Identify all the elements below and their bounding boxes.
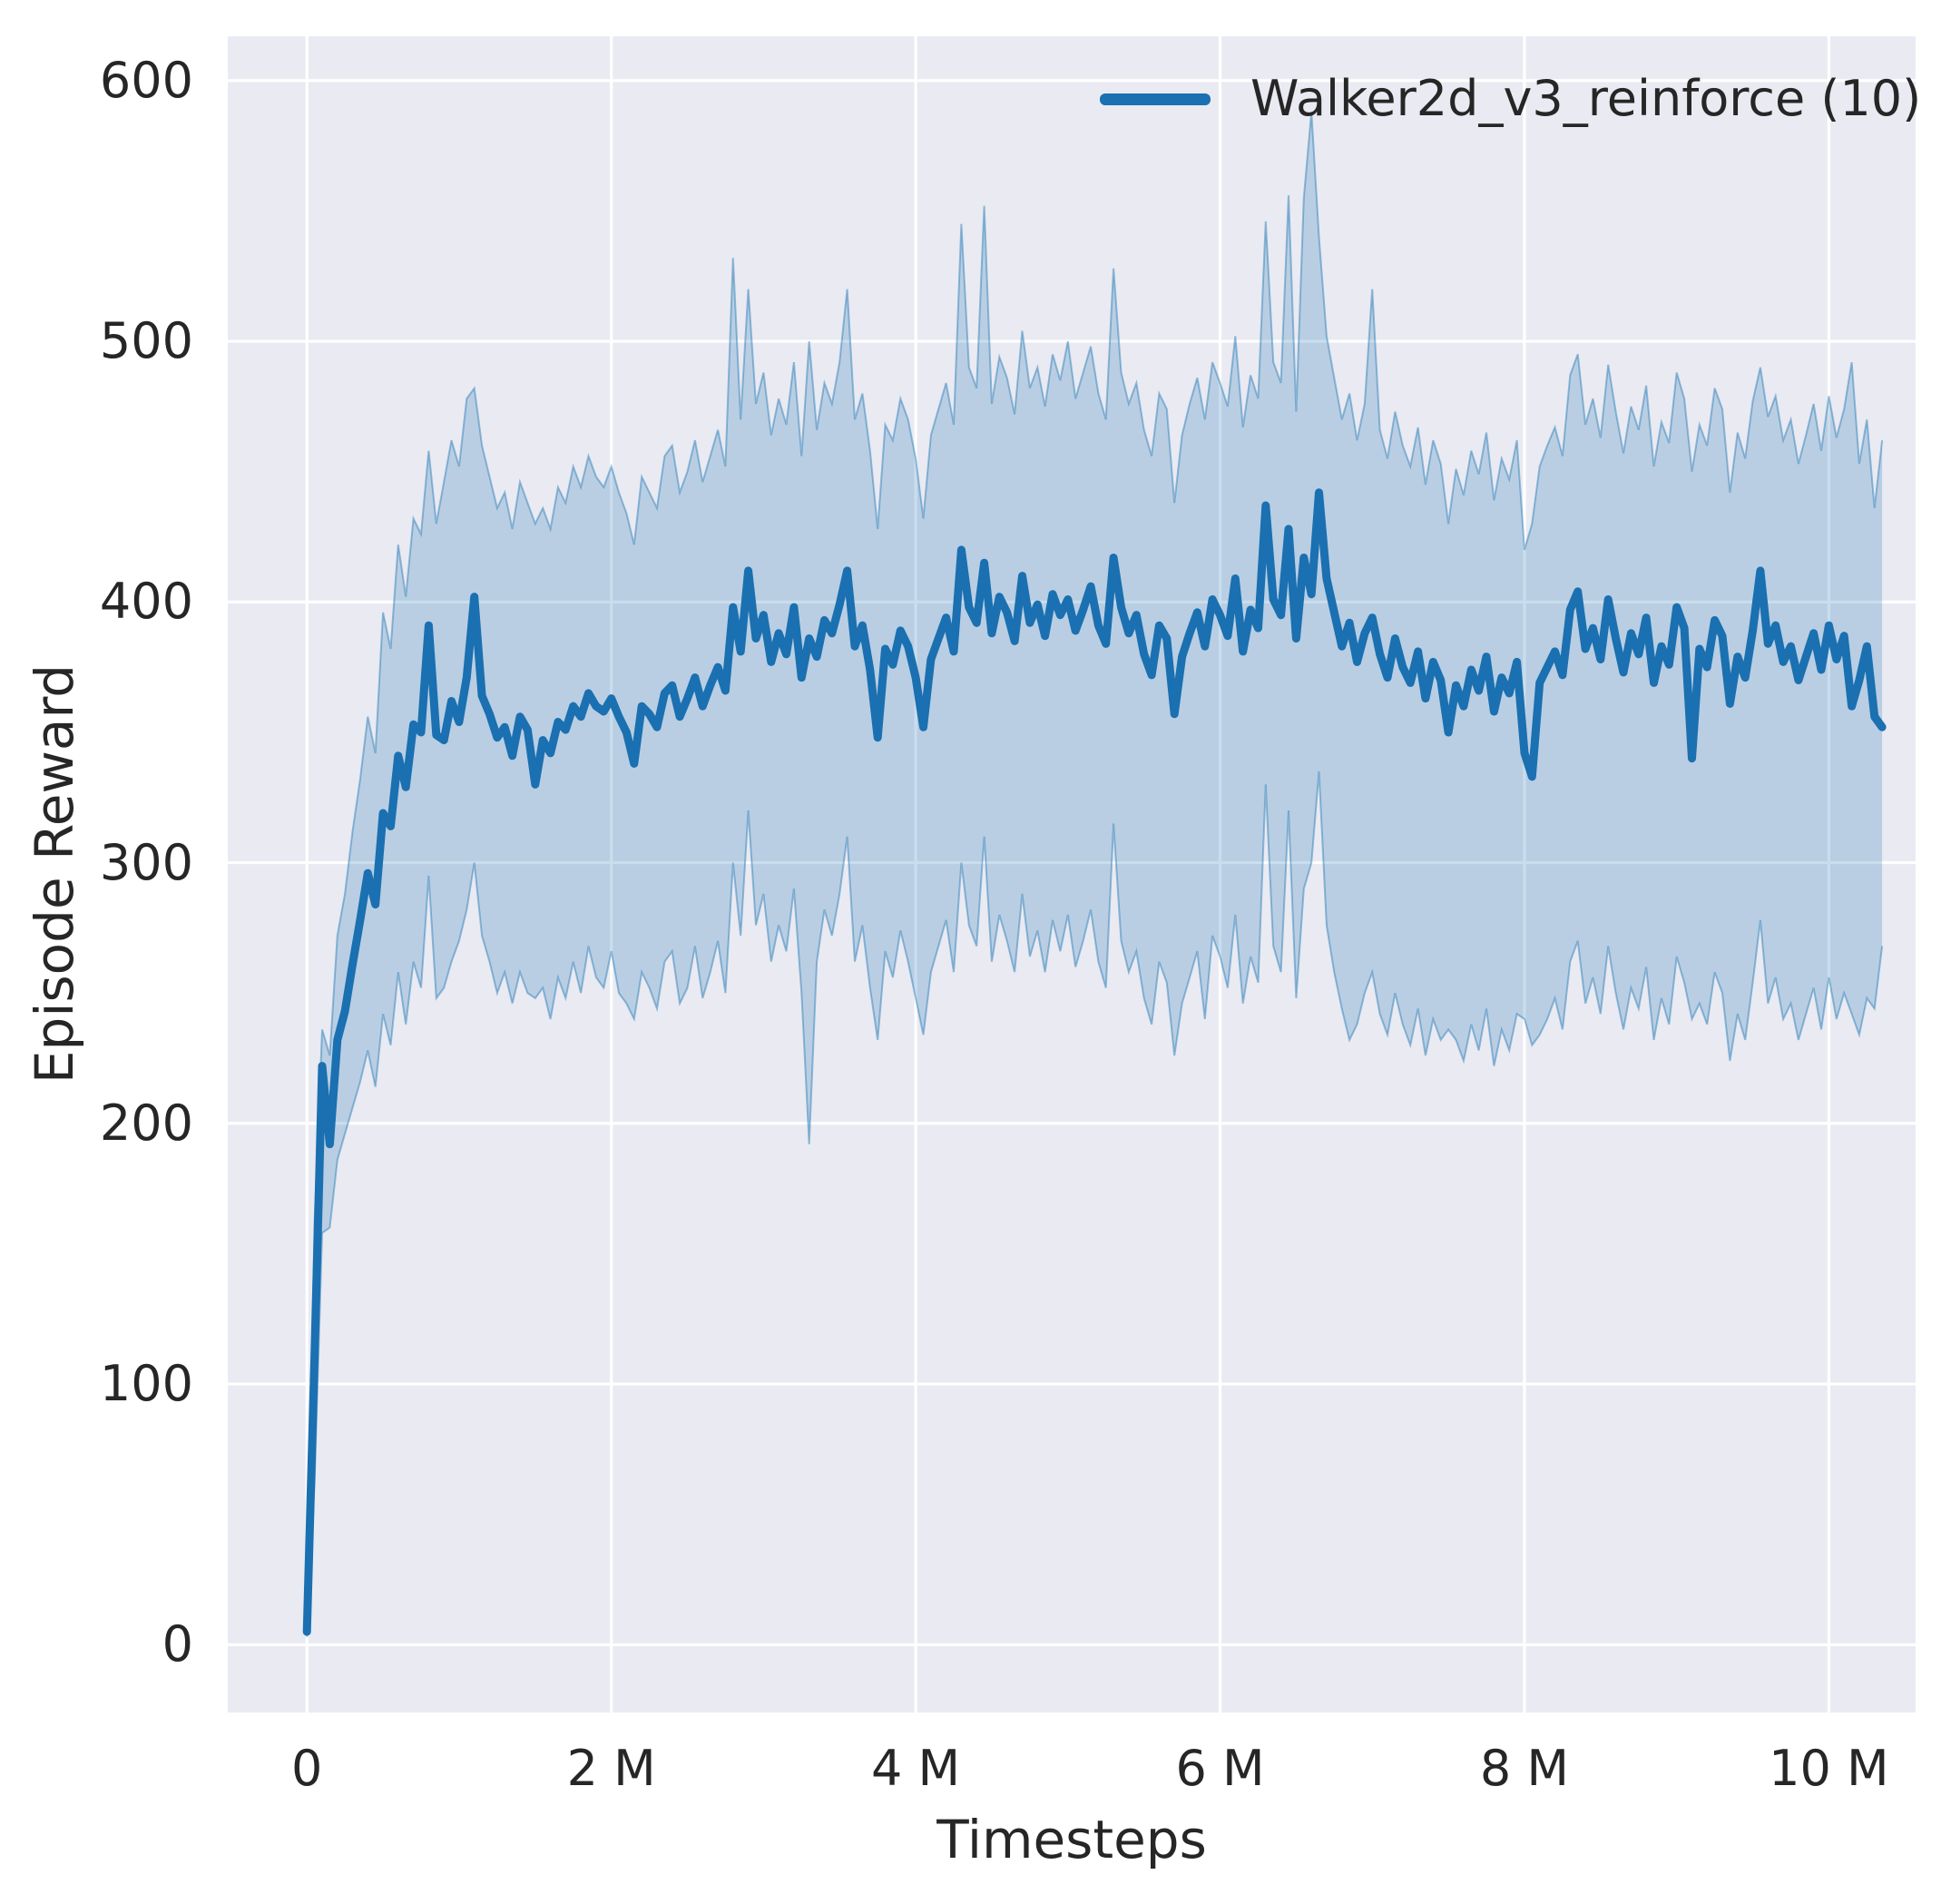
x-tick-label: 8 M	[1479, 1740, 1570, 1797]
band-lower-edge	[306, 770, 1884, 1637]
x-tick-label: 6 M	[1175, 1740, 1265, 1797]
y-axis-label: Episode Reward	[24, 663, 85, 1084]
legend: Walker2d_v3_reinforce (10)	[1100, 70, 1922, 127]
x-tick-label: 2 M	[566, 1740, 656, 1797]
plot-background	[228, 36, 1916, 1713]
band-upper-edge	[306, 112, 1884, 1630]
y-tick-label: 400	[99, 573, 193, 631]
y-tick-label: 200	[99, 1094, 193, 1152]
y-tick-label: 0	[162, 1615, 193, 1673]
mean-line	[302, 488, 1887, 1636]
y-tick-label: 600	[99, 51, 193, 109]
x-tick-label: 0	[291, 1740, 323, 1797]
legend-series-label: Walker2d_v3_reinforce (10)	[1250, 70, 1922, 127]
x-tick-label: 10 M	[1769, 1740, 1889, 1797]
y-tick-label: 500	[99, 312, 193, 370]
confidence-band	[307, 112, 1883, 1637]
y-tick-label: 100	[99, 1355, 193, 1413]
x-axis-label: Timesteps	[936, 1809, 1207, 1870]
y-tick-label: 300	[99, 833, 193, 891]
legend-line-swatch-icon	[1100, 93, 1211, 105]
x-tick-label: 4 M	[871, 1740, 961, 1797]
